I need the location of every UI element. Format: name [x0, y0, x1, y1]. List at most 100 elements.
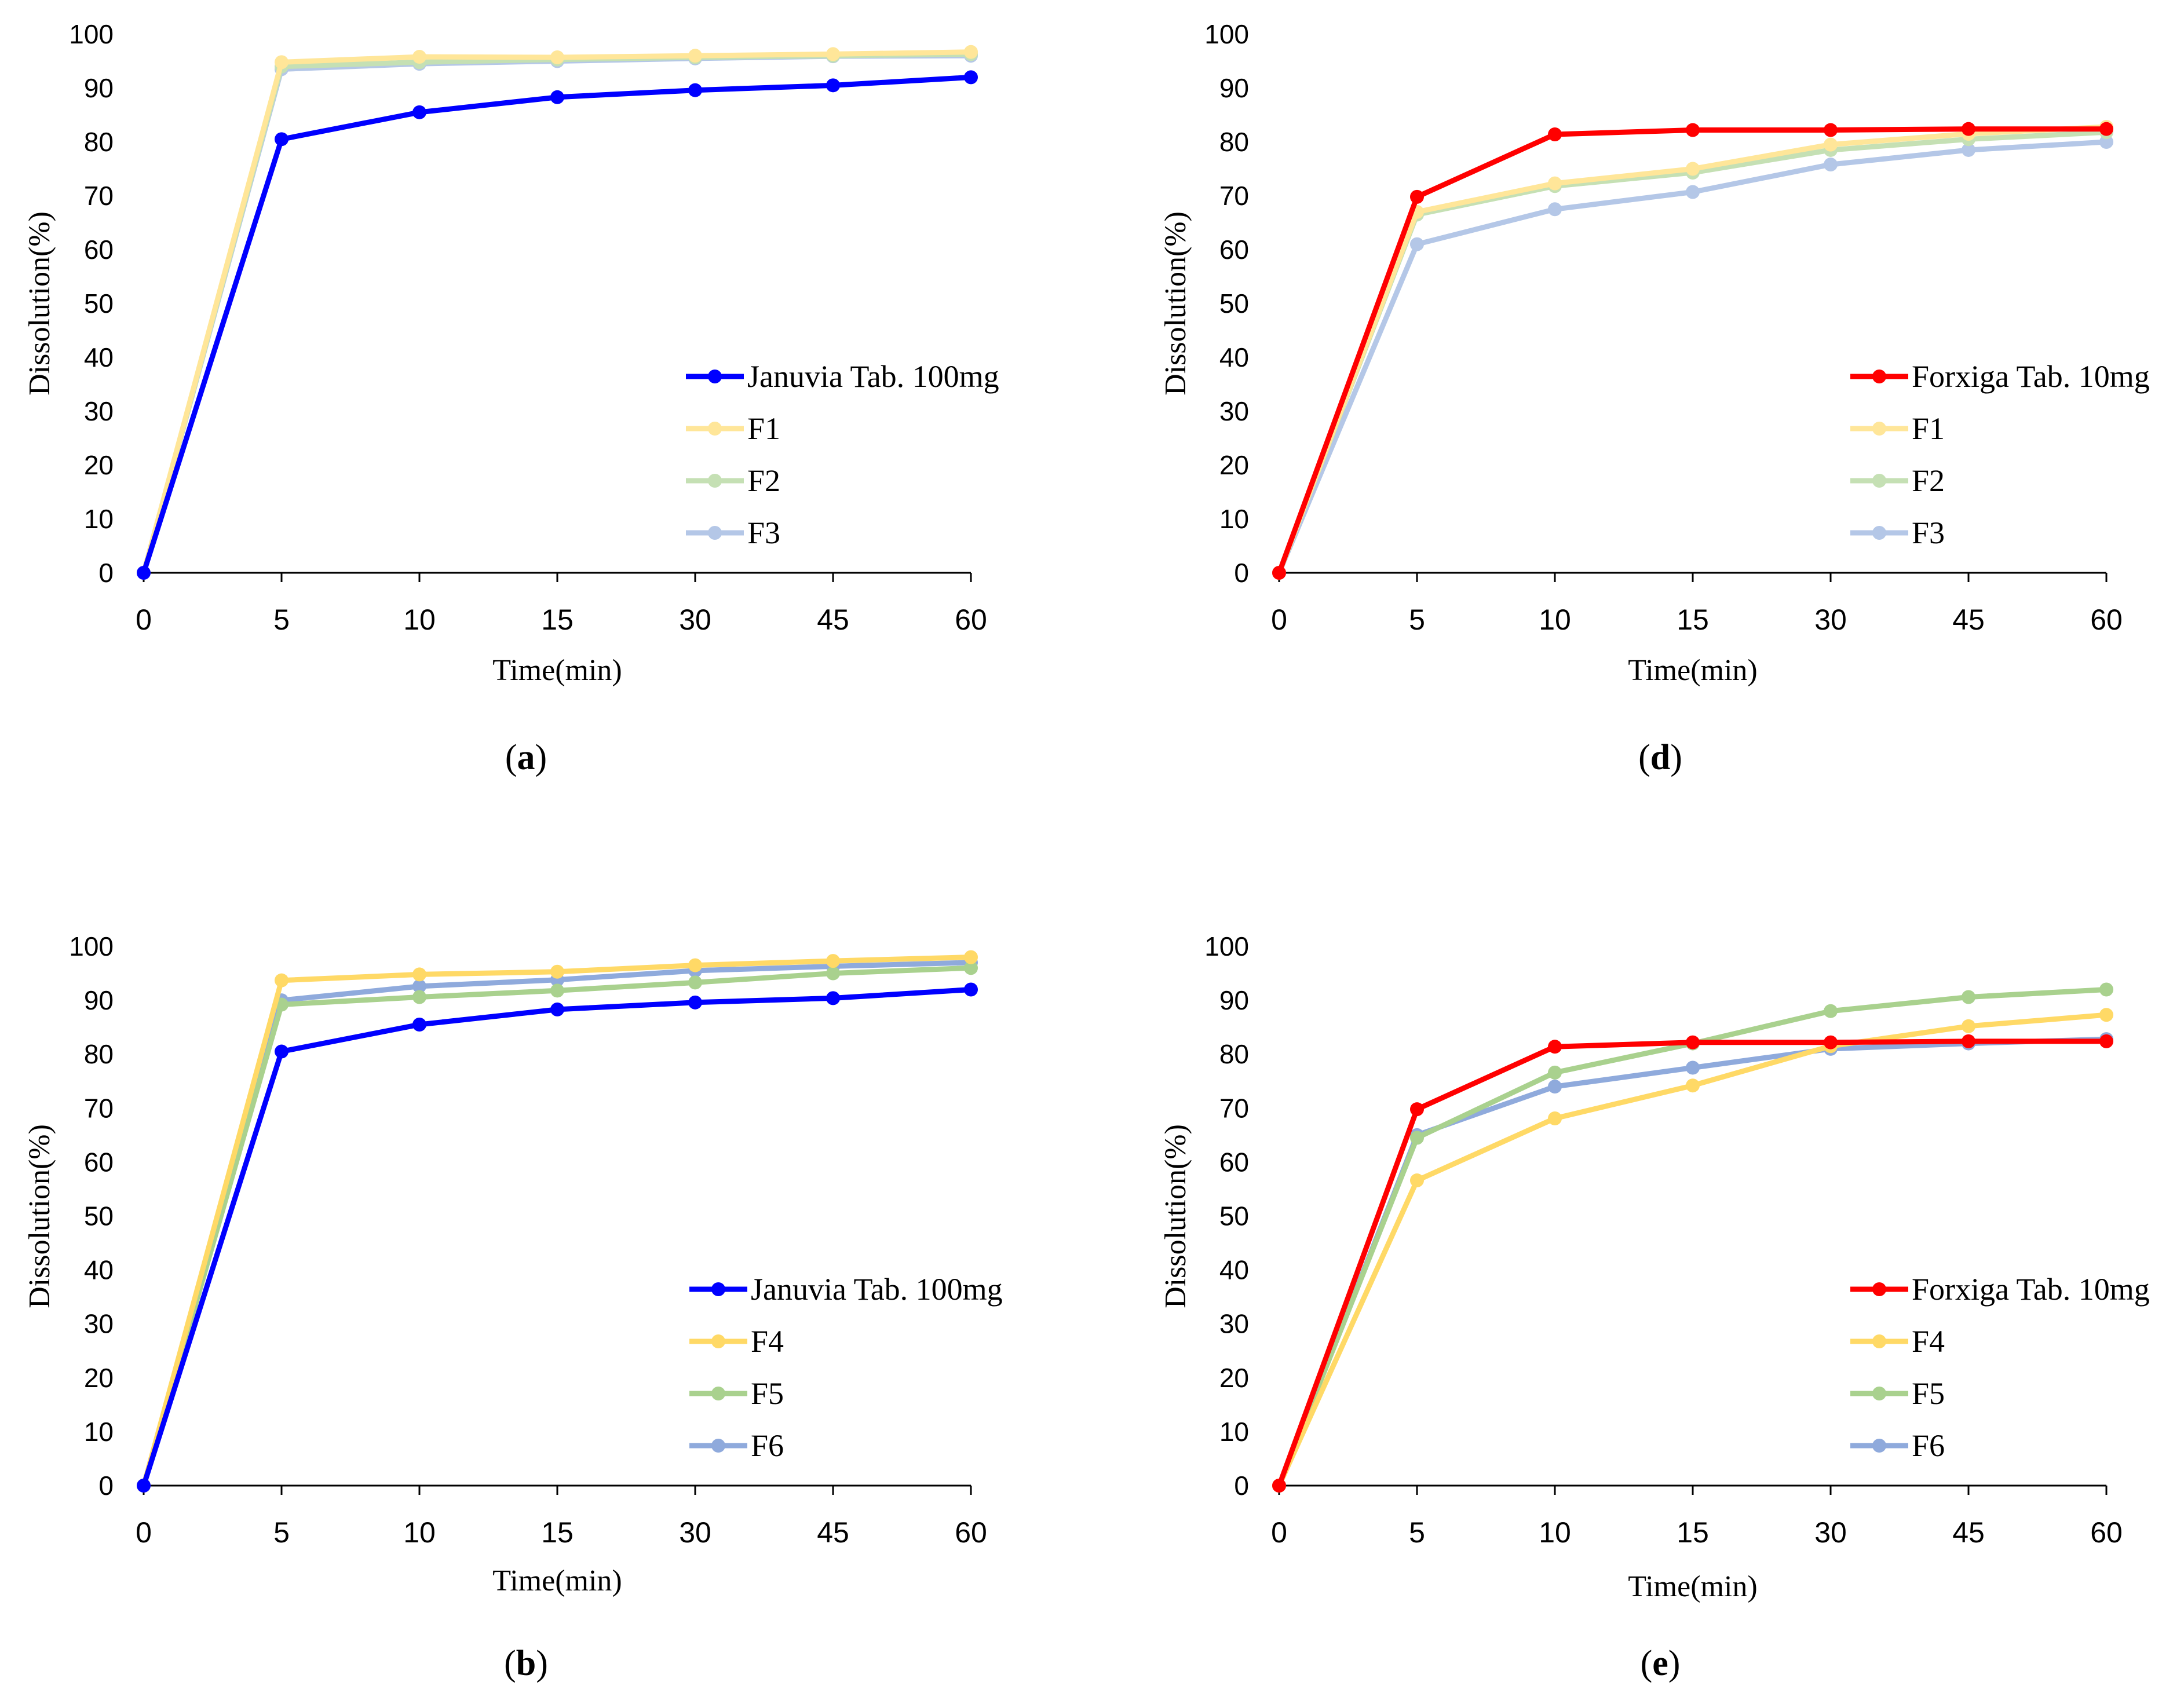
series-f6 [137, 955, 978, 1493]
y-tick-label: 100 [1204, 19, 1249, 49]
x-tick-label: 30 [679, 1516, 711, 1549]
chart-panel-e: 0 5 10 15 30 45 60 0 10 20 30 40 50 60 70 80 90 100 Time(m… [1159, 931, 2150, 1683]
x-tick-label: 60 [955, 1516, 987, 1549]
legend-label: F5 [751, 1376, 784, 1411]
data-point [964, 45, 978, 59]
data-point [1410, 1173, 1424, 1188]
data-point [1962, 142, 1975, 157]
series-f1 [137, 45, 978, 580]
data-point [826, 954, 840, 968]
data-point [1686, 162, 1700, 176]
y-tick-label: 80 [84, 1039, 114, 1069]
data-point [1962, 1034, 1975, 1048]
series-line [141, 954, 972, 1487]
x-axis-title: Time(min) [492, 654, 622, 687]
data-point [1548, 1065, 1562, 1080]
series-januvia-tab-100mg [137, 70, 978, 580]
data-point [275, 1044, 288, 1059]
legend-label: Forxiga Tab. 10mg [1912, 1272, 2150, 1307]
data-point [1548, 176, 1562, 191]
series-line [141, 987, 972, 1487]
legend-swatch-marker [711, 1439, 725, 1453]
x-tick-label: 0 [136, 604, 152, 636]
data-point [964, 950, 978, 964]
data-point [826, 78, 840, 93]
legend-swatch-marker [1872, 1282, 1886, 1296]
x-tick-label: 45 [1952, 1516, 1985, 1549]
data-point [1548, 127, 1562, 141]
legend-label: F2 [747, 463, 780, 498]
data-point [1686, 185, 1700, 199]
y-tick-label: 0 [98, 558, 114, 588]
legend-swatch-marker [1872, 474, 1886, 488]
data-point [1548, 1080, 1562, 1094]
x-tick-label: 45 [817, 604, 849, 636]
legend-label: F6 [751, 1428, 784, 1463]
series-line [1276, 1038, 2106, 1487]
data-point [412, 1017, 426, 1032]
x-tick-label: 0 [136, 1516, 152, 1549]
series-f5 [137, 961, 978, 1493]
series-line [141, 51, 972, 574]
legend-swatch-marker [711, 1334, 725, 1348]
x-axis-title: Time(min) [1628, 654, 1757, 687]
x-tick-label: 60 [2090, 1516, 2123, 1549]
panel-label: (a) [505, 738, 547, 777]
legend: Januvia Tab. 100mg F1 F2 F3 [686, 359, 999, 550]
data-point [688, 975, 702, 990]
y-tick-label: 40 [84, 1255, 114, 1285]
data-point [1686, 1035, 1700, 1049]
data-point [550, 1002, 564, 1016]
data-point [1962, 122, 1975, 136]
data-point [964, 982, 978, 997]
y-tick-label: 70 [1219, 181, 1249, 211]
data-point [550, 964, 564, 979]
x-tick-label: 30 [1814, 604, 1847, 636]
legend-label: Januvia Tab. 100mg [747, 359, 999, 394]
legend-swatch-marker [1872, 1334, 1886, 1348]
data-point [275, 132, 288, 147]
y-tick-label: 90 [1219, 73, 1249, 103]
data-point [137, 566, 151, 580]
x-tick-label: 10 [1539, 604, 1571, 636]
chart-panel-b: 0 5 10 15 30 45 60 0 10 20 30 40 50 60 70 80 90 100 Time(m… [23, 931, 1003, 1683]
data-point [1410, 189, 1424, 204]
data-point [1548, 1040, 1562, 1054]
data-point [964, 70, 978, 85]
chart-panel-d: 0 5 10 15 30 45 60 0 10 20 30 40 50 60 70 80 90 100 Time(m… [1159, 19, 2150, 777]
series-line [141, 960, 972, 1487]
data-point [275, 55, 288, 70]
legend-label: F2 [1912, 463, 1945, 498]
y-tick-label: 90 [84, 985, 114, 1015]
y-tick-label: 0 [98, 1471, 114, 1501]
y-tick-label: 100 [69, 931, 114, 961]
data-point [1824, 1035, 1838, 1049]
data-point [1410, 237, 1424, 251]
legend-swatch-marker [711, 1387, 725, 1400]
y-tick-label: 70 [84, 1093, 114, 1123]
x-tick-label: 5 [273, 1516, 290, 1549]
data-point [2099, 1008, 2113, 1022]
panel-label: (e) [1641, 1644, 1681, 1683]
series-line [141, 965, 972, 1487]
data-point [826, 991, 840, 1005]
panel-label: (d) [1638, 738, 1682, 777]
data-point [2099, 122, 2113, 136]
x-tick-label: 5 [1409, 1516, 1425, 1549]
x-tick-label: 30 [679, 604, 711, 636]
y-tick-label: 90 [84, 73, 114, 103]
legend-swatch-marker [708, 422, 722, 436]
legend-label: F1 [747, 411, 780, 446]
data-point [1824, 137, 1838, 152]
data-point [2099, 135, 2113, 149]
series-line [1276, 139, 2107, 574]
legend-label: F6 [1912, 1428, 1945, 1463]
data-point [2099, 1034, 2113, 1048]
series-forxiga-tab-10mg [1272, 1034, 2113, 1493]
y-axis-title: Dissolution(%) [23, 1124, 56, 1308]
y-tick-label: 30 [1219, 1309, 1249, 1339]
legend-swatch-marker [708, 526, 722, 540]
y-tick-label: 70 [1219, 1093, 1249, 1123]
legend-swatch-marker [711, 1282, 725, 1296]
data-point [1686, 1078, 1700, 1093]
